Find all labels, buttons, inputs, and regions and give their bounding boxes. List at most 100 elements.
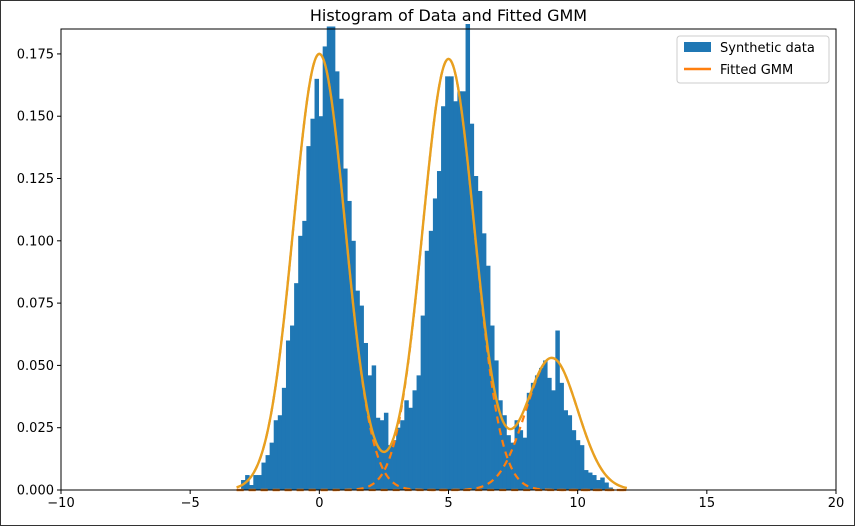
histogram-bar: [277, 415, 283, 490]
histogram-bar: [355, 290, 360, 490]
histogram-bar: [555, 330, 560, 490]
histogram-bar: [432, 198, 438, 490]
x-tick-label: 20: [828, 496, 845, 511]
histogram-bar: [285, 340, 291, 490]
histogram-bar: [469, 123, 475, 490]
histogram-bar: [596, 480, 601, 490]
histogram-bars: [241, 24, 613, 491]
histogram-bar: [571, 430, 577, 490]
x-tick-label: −5: [181, 496, 200, 511]
y-axis: 0.000 0.025 0.050 0.075 0.100 0.125 0.150 0.175: [17, 47, 61, 499]
histogram-bar: [388, 445, 393, 490]
histogram-bar: [445, 76, 450, 490]
histogram-bar: [465, 24, 471, 491]
legend-swatch-synthetic-data: [684, 42, 711, 52]
histogram-bar: [608, 487, 613, 490]
histogram-bar: [347, 200, 352, 490]
histogram-bar: [604, 482, 609, 490]
x-axis: −10 −5 0 5 10 15 20: [47, 490, 844, 511]
histogram-bar: [567, 415, 573, 490]
histogram-bar: [526, 392, 532, 490]
histogram-bar: [588, 472, 593, 490]
histogram-bar: [600, 477, 605, 490]
histogram-bar: [249, 485, 254, 490]
histogram-bar: [518, 430, 524, 490]
histogram-bar: [294, 283, 299, 490]
x-tick-label: 5: [444, 496, 452, 511]
histogram-bar: [281, 387, 287, 490]
histogram-bar: [314, 78, 320, 490]
histogram-bar: [534, 375, 540, 490]
histogram-bar: [416, 375, 422, 490]
histogram-bar: [339, 98, 344, 491]
histogram-bar: [400, 420, 405, 490]
histogram-bar: [261, 462, 266, 490]
x-tick-label: 10: [569, 496, 586, 511]
histogram-bar: [453, 101, 458, 490]
histogram-bar: [490, 325, 495, 490]
histogram-bar: [485, 265, 491, 490]
y-tick-label: 0.150: [17, 110, 54, 125]
histogram-bar: [298, 235, 303, 490]
histogram-bar: [428, 230, 434, 490]
histogram-bar: [359, 305, 364, 490]
histogram-bar: [396, 427, 401, 490]
histogram-bar: [269, 442, 275, 490]
histogram-bar: [310, 118, 315, 491]
histogram-bar: [306, 146, 311, 490]
histogram-bar: [392, 440, 397, 490]
y-tick-label: 0.075: [17, 297, 54, 312]
y-tick-label: 0.100: [17, 234, 54, 249]
histogram-bar: [498, 400, 503, 490]
histogram-bar: [547, 377, 552, 490]
histogram-bar: [257, 475, 262, 490]
chart-title: Histogram of Data and Fitted GMM: [310, 6, 587, 25]
histogram-bar: [441, 106, 446, 490]
histogram-bar: [506, 435, 511, 490]
histogram-bar: [522, 437, 528, 490]
gmm-total-curve: [236, 52, 628, 490]
histogram-bar: [363, 342, 368, 490]
histogram-bar: [371, 365, 377, 490]
histogram-bar: [575, 440, 581, 490]
histogram-bar: [343, 168, 348, 491]
histogram-bar: [579, 445, 585, 490]
histogram-bar: [326, 26, 332, 490]
histogram-bar: [449, 76, 454, 490]
histogram-bar: [334, 71, 340, 491]
histogram-bar: [318, 116, 324, 490]
histogram-bar: [322, 46, 328, 490]
histogram-bar: [543, 360, 548, 490]
histogram-bar: [583, 470, 589, 490]
histogram-bar: [514, 420, 520, 490]
histogram-bar: [559, 382, 564, 490]
x-tick-label: 15: [699, 496, 716, 511]
y-tick-label: 0.125: [17, 172, 54, 187]
histogram-bar: [351, 240, 356, 490]
histogram-bar: [330, 26, 336, 490]
legend-label-synthetic-data: Synthetic data: [720, 41, 815, 56]
histogram-bar: [510, 442, 515, 490]
histogram-bar: [404, 400, 409, 490]
histogram-bar: [477, 190, 483, 490]
legend: Synthetic data Fitted GMM: [676, 35, 830, 84]
histogram-bar: [592, 475, 597, 490]
histogram-bar: [420, 315, 426, 490]
histogram-bar: [424, 250, 430, 490]
y-tick-label: 0.175: [17, 47, 54, 62]
histogram-bar: [253, 475, 258, 490]
histogram-bar: [408, 407, 413, 490]
histogram-bar: [290, 325, 295, 490]
histogram-bar: [273, 420, 279, 490]
histogram-bar: [265, 455, 271, 490]
histogram-bar: [563, 410, 568, 490]
histogram-bar: [494, 360, 499, 490]
histogram-bar: [473, 176, 479, 490]
x-tick-label: −10: [47, 496, 74, 511]
histogram-bar: [302, 220, 307, 490]
legend-box: [676, 35, 830, 84]
histogram-bar: [461, 91, 466, 491]
histogram-bar: [379, 420, 385, 490]
x-tick-label: 0: [315, 496, 323, 511]
